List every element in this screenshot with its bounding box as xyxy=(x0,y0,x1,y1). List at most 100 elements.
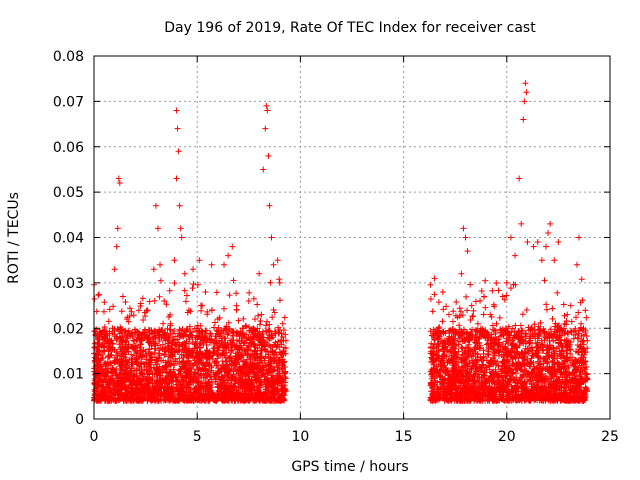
data-point xyxy=(202,332,209,339)
data-point xyxy=(256,321,263,328)
data-point xyxy=(496,314,503,321)
data-point xyxy=(136,344,143,351)
data-point xyxy=(458,308,465,315)
data-point xyxy=(228,358,235,365)
data-point xyxy=(197,371,204,378)
data-point xyxy=(464,307,471,314)
data-point xyxy=(207,395,214,402)
data-point xyxy=(106,397,113,404)
data-point xyxy=(262,322,269,329)
data-point xyxy=(187,331,194,338)
data-point xyxy=(162,337,169,344)
data-point xyxy=(103,328,110,335)
data-point xyxy=(217,368,224,375)
data-point xyxy=(274,362,281,369)
data-point xyxy=(185,365,192,372)
data-point xyxy=(240,315,247,322)
data-point xyxy=(575,357,582,364)
data-point xyxy=(241,331,248,338)
data-point xyxy=(165,340,172,347)
data-point xyxy=(251,394,258,401)
data-point xyxy=(160,376,167,383)
data-point xyxy=(133,367,140,374)
data-point xyxy=(122,397,129,404)
data-point xyxy=(193,377,200,384)
data-point xyxy=(152,341,159,348)
data-point xyxy=(130,312,137,319)
data-point xyxy=(193,389,200,396)
data-point xyxy=(128,331,135,338)
data-point xyxy=(132,347,139,354)
data-point xyxy=(225,395,232,402)
data-point xyxy=(517,322,524,329)
data-point xyxy=(275,397,282,404)
data-point xyxy=(116,371,123,378)
data-point xyxy=(172,388,179,395)
data-point xyxy=(149,397,156,404)
data-point xyxy=(147,385,154,392)
data-point xyxy=(116,334,123,341)
data-point xyxy=(101,347,108,354)
data-point xyxy=(192,385,199,392)
data-point xyxy=(436,323,443,330)
data-point xyxy=(181,287,188,294)
data-point xyxy=(159,391,166,398)
data-point xyxy=(233,330,240,337)
data-point xyxy=(129,395,136,402)
data-point xyxy=(110,380,117,387)
data-point xyxy=(132,356,139,363)
data-point xyxy=(183,396,190,403)
data-point xyxy=(247,347,254,354)
data-point xyxy=(202,352,209,359)
data-point xyxy=(453,328,460,335)
data-point xyxy=(178,378,185,385)
data-point xyxy=(251,386,258,393)
data-point xyxy=(198,372,205,379)
data-point xyxy=(174,358,181,365)
data-point xyxy=(100,308,107,315)
data-point xyxy=(262,381,269,388)
data-point xyxy=(254,328,261,335)
data-point xyxy=(568,318,575,325)
data-point xyxy=(145,327,152,334)
data-point xyxy=(191,369,198,376)
data-point xyxy=(531,326,538,333)
data-point xyxy=(117,369,124,376)
data-point xyxy=(281,364,288,371)
data-point xyxy=(467,317,474,324)
data-point xyxy=(159,327,166,334)
data-point xyxy=(155,354,162,361)
data-point xyxy=(242,397,249,404)
data-point xyxy=(470,307,477,314)
data-point xyxy=(212,369,219,376)
data-point xyxy=(139,295,146,302)
data-point xyxy=(549,305,556,312)
data-point xyxy=(271,366,278,373)
data-point xyxy=(254,377,261,384)
data-point xyxy=(93,308,100,315)
data-point xyxy=(531,321,538,328)
data-point xyxy=(135,307,142,314)
data-point xyxy=(128,308,135,315)
data-point xyxy=(241,339,248,346)
data-point xyxy=(193,325,200,332)
data-point xyxy=(268,390,275,397)
data-point xyxy=(230,277,237,284)
data-point xyxy=(202,366,209,373)
data-point xyxy=(257,367,264,374)
data-point xyxy=(459,345,466,352)
data-point xyxy=(117,362,124,369)
data-point xyxy=(278,351,285,358)
data-point xyxy=(109,346,116,353)
data-point xyxy=(91,358,98,365)
data-point xyxy=(178,342,185,349)
data-point xyxy=(229,332,236,339)
data-point xyxy=(195,359,202,366)
data-point xyxy=(139,389,146,396)
data-point xyxy=(219,377,226,384)
data-point xyxy=(276,393,283,400)
data-point xyxy=(220,305,227,312)
data-point xyxy=(114,395,121,402)
data-point xyxy=(203,347,210,354)
